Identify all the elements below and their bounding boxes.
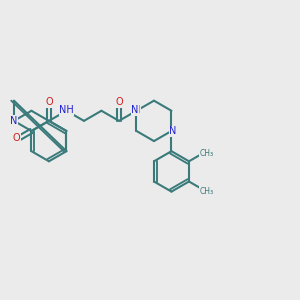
Text: O: O bbox=[115, 97, 123, 107]
Text: N: N bbox=[131, 106, 139, 116]
Text: N: N bbox=[169, 126, 177, 136]
Text: CH₃: CH₃ bbox=[200, 187, 214, 196]
Text: CH₃: CH₃ bbox=[200, 149, 214, 158]
Text: O: O bbox=[13, 133, 20, 143]
Text: N: N bbox=[133, 105, 140, 115]
Text: O: O bbox=[45, 97, 53, 107]
Text: NH: NH bbox=[59, 106, 74, 116]
Text: N: N bbox=[10, 116, 18, 126]
